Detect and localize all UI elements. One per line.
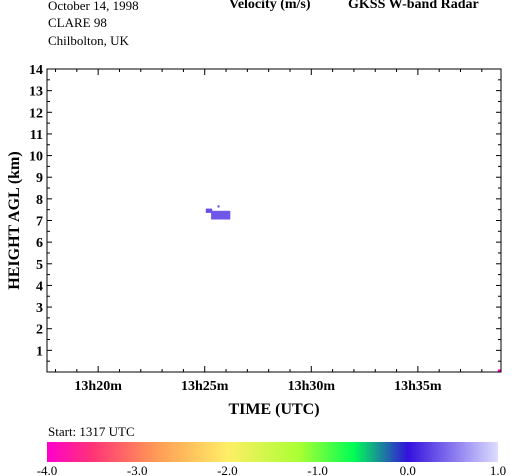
x-axis-title: TIME (UTC) [228, 401, 319, 418]
colorbar [47, 442, 498, 462]
echo-patch [217, 205, 220, 208]
header-date: October 14, 1998 [48, 0, 139, 13]
x-tick-label: 13h30m [288, 379, 336, 394]
y-tick-label: 1 [36, 344, 43, 359]
colorbar-tick-label: -2.0 [217, 463, 238, 476]
header-campaign: CLARE 98 [48, 15, 107, 30]
y-tick-label: 12 [29, 106, 43, 121]
colorbar-tick-label: 1.0 [490, 463, 506, 476]
x-axis: 13h20m 13h25m 13h30m 13h35m [55, 69, 483, 394]
colorbar-tick-label: 0.0 [400, 463, 416, 476]
plot-frame [46, 68, 502, 373]
start-label: Start: 1317 UTC [48, 424, 135, 439]
x-tick-label: 13h20m [74, 379, 122, 394]
y-axis-title: HEIGHT AGL (km) [6, 151, 23, 289]
y-tick-label: 9 [36, 171, 43, 186]
y-tick-label: 4 [36, 279, 43, 294]
echo-patch [211, 210, 231, 220]
y-tick-label: 8 [36, 193, 43, 208]
y-tick-label: 5 [36, 258, 43, 273]
y-tick-label: 13 [29, 85, 43, 100]
echo-patch [497, 369, 501, 372]
y-tick-label: 3 [36, 301, 43, 316]
y-tick-label: 2 [36, 323, 43, 338]
echo-patch [205, 208, 213, 213]
colorbar-ticks: -4.0 -3.0 -2.0 -1.0 0.0 1.0 [37, 463, 506, 476]
y-tick-label: 7 [36, 215, 43, 230]
header-quantity: Velocity (m/s) [229, 0, 311, 12]
echo-layer [205, 205, 501, 372]
colorbar-tick-label: -3.0 [127, 463, 148, 476]
header-instrument: GKSS W-band Radar [348, 0, 479, 12]
x-tick-label: 13h35m [394, 379, 442, 394]
y-tick-label: 10 [29, 150, 43, 165]
colorbar-tick-label: -1.0 [307, 463, 328, 476]
y-tick-label: 14 [29, 63, 43, 78]
header-location: Chilbolton, UK [48, 33, 129, 48]
x-tick-label: 13h25m [181, 379, 229, 394]
y-tick-label: 11 [30, 128, 43, 143]
colorbar-tick-label: -4.0 [37, 463, 58, 476]
y-tick-label: 6 [36, 236, 43, 251]
